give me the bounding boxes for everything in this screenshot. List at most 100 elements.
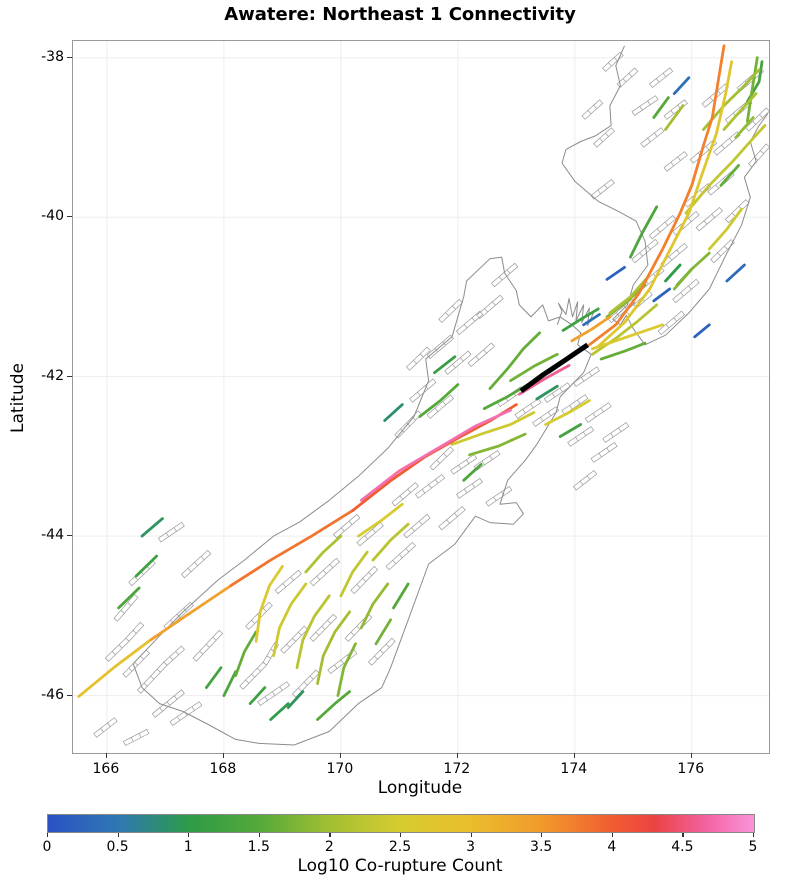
x-tick-label: 168 [209, 761, 237, 777]
fault-corupture-line [418, 383, 460, 418]
background-fault-trace [409, 378, 437, 403]
x-tick-label: 172 [443, 761, 471, 777]
colorbar-tick-mark [329, 833, 331, 837]
colorbar [47, 814, 755, 833]
fault-corupture-line [672, 251, 711, 291]
background-fault-trace [438, 298, 463, 323]
y-tick-label: -44 [41, 527, 64, 544]
plot-area [72, 40, 771, 754]
fault-corupture-line [664, 263, 682, 283]
background-fault-trace [648, 67, 674, 88]
chart-title: Awatere: Northeast 1 Connectivity [224, 4, 576, 25]
x-tick-label: 176 [677, 761, 705, 777]
background-fault-trace [122, 728, 150, 746]
background-fault-trace [640, 127, 665, 148]
fault-corupture-line [248, 686, 267, 705]
fault-corupture-line [357, 502, 404, 538]
colorbar-tick-label: 5 [748, 839, 758, 855]
fault-corupture-line [599, 341, 647, 361]
background-fault-trace [467, 342, 495, 367]
background-fault-trace [239, 642, 279, 690]
background-fault-trace [394, 410, 422, 439]
background-fault-trace [485, 485, 513, 507]
fault-corupture-line [734, 116, 755, 139]
fault-corupture-line [509, 352, 559, 383]
fault-corupture-line [684, 124, 767, 215]
fault-corupture-line [272, 582, 308, 658]
fault-corupture-line [316, 610, 351, 685]
colorbar-tick-mark [258, 833, 261, 837]
background-fault-trace [415, 474, 446, 499]
colorbar-tick-mark [541, 833, 543, 837]
background-fault-trace [584, 402, 612, 423]
background-fault-trace [136, 645, 185, 694]
fault-corupture-line [582, 313, 601, 327]
background-fault-trace [274, 569, 302, 595]
fault-corupture-line [359, 408, 512, 502]
y-tick-label: -38 [41, 48, 64, 65]
background-fault-trace [631, 238, 659, 264]
background-fault-trace [590, 179, 615, 200]
background-fault-trace [309, 613, 338, 642]
background-fault-trace [710, 239, 735, 264]
fault-corupture-line [725, 263, 746, 283]
background-fault-trace [157, 521, 185, 543]
fault-corupture-line [719, 164, 740, 187]
fault-corupture-line [664, 104, 685, 131]
fault-corupture-line [149, 584, 233, 642]
highlight-fault-awatere-ne1 [519, 342, 590, 394]
fault-corupture-line [222, 670, 237, 697]
fault-corupture-line [707, 207, 743, 251]
colorbar-tick-label: 3.5 [530, 839, 553, 855]
fault-corupture-line [134, 554, 158, 578]
colorbar-tick-mark [400, 833, 402, 837]
fault-corupture-line [672, 76, 691, 95]
background-fault-trace [257, 681, 290, 706]
fault-corupture-line [234, 630, 258, 678]
fault-corupture-line [254, 565, 284, 643]
fault-corupture-line [462, 463, 483, 482]
fault-corupture-line [535, 384, 559, 401]
background-fault-trace [192, 629, 224, 662]
background-fault-trace [391, 482, 419, 507]
fault-corupture-line [140, 517, 164, 538]
colorbar-tick-mark [188, 833, 190, 837]
background-fault-trace [426, 394, 454, 419]
background-fault-trace [350, 565, 379, 595]
fault-corupture-line [652, 287, 671, 303]
background-fault-trace [245, 601, 273, 630]
background-fault-trace [151, 689, 185, 718]
coastline [132, 256, 592, 746]
colorbar-tick-mark [753, 833, 755, 837]
background-fault-trace [122, 649, 150, 678]
colorbar-tick-label: 0.5 [106, 839, 129, 855]
background-fault-trace [444, 350, 472, 375]
colorbar-tick-mark [470, 833, 472, 837]
fault-corupture-line [229, 509, 354, 587]
y-tick-label: -40 [41, 208, 64, 225]
y-tick-label: -42 [41, 367, 64, 384]
background-fault-trace [368, 637, 396, 666]
fault-corupture-line [588, 44, 726, 347]
background-fault-trace [385, 541, 416, 571]
background-fault-trace [406, 346, 431, 371]
fault-map [73, 41, 771, 753]
fault-corupture-line [433, 355, 457, 375]
colorbar-tick-label: 4.5 [671, 839, 694, 855]
fault-corupture-line [117, 586, 141, 610]
fault-corupture-line [468, 432, 527, 457]
y-tick-mark [67, 694, 72, 696]
background-fault-trace [455, 310, 484, 336]
background-fault-trace [344, 613, 373, 642]
colorbar-tick-label: 0 [42, 839, 52, 855]
colorbar-tick-label: 3 [466, 839, 476, 855]
background-fault-trace [602, 51, 624, 72]
background-fault-trace [663, 151, 688, 172]
fault-corupture-line [392, 582, 410, 610]
background-fault-trace [473, 450, 501, 471]
background-fault-trace [695, 207, 723, 232]
y-tick-label: -46 [41, 686, 64, 703]
background-fault-trace [593, 127, 615, 148]
background-fault-trace [403, 513, 431, 539]
background-fault-trace [327, 649, 358, 674]
